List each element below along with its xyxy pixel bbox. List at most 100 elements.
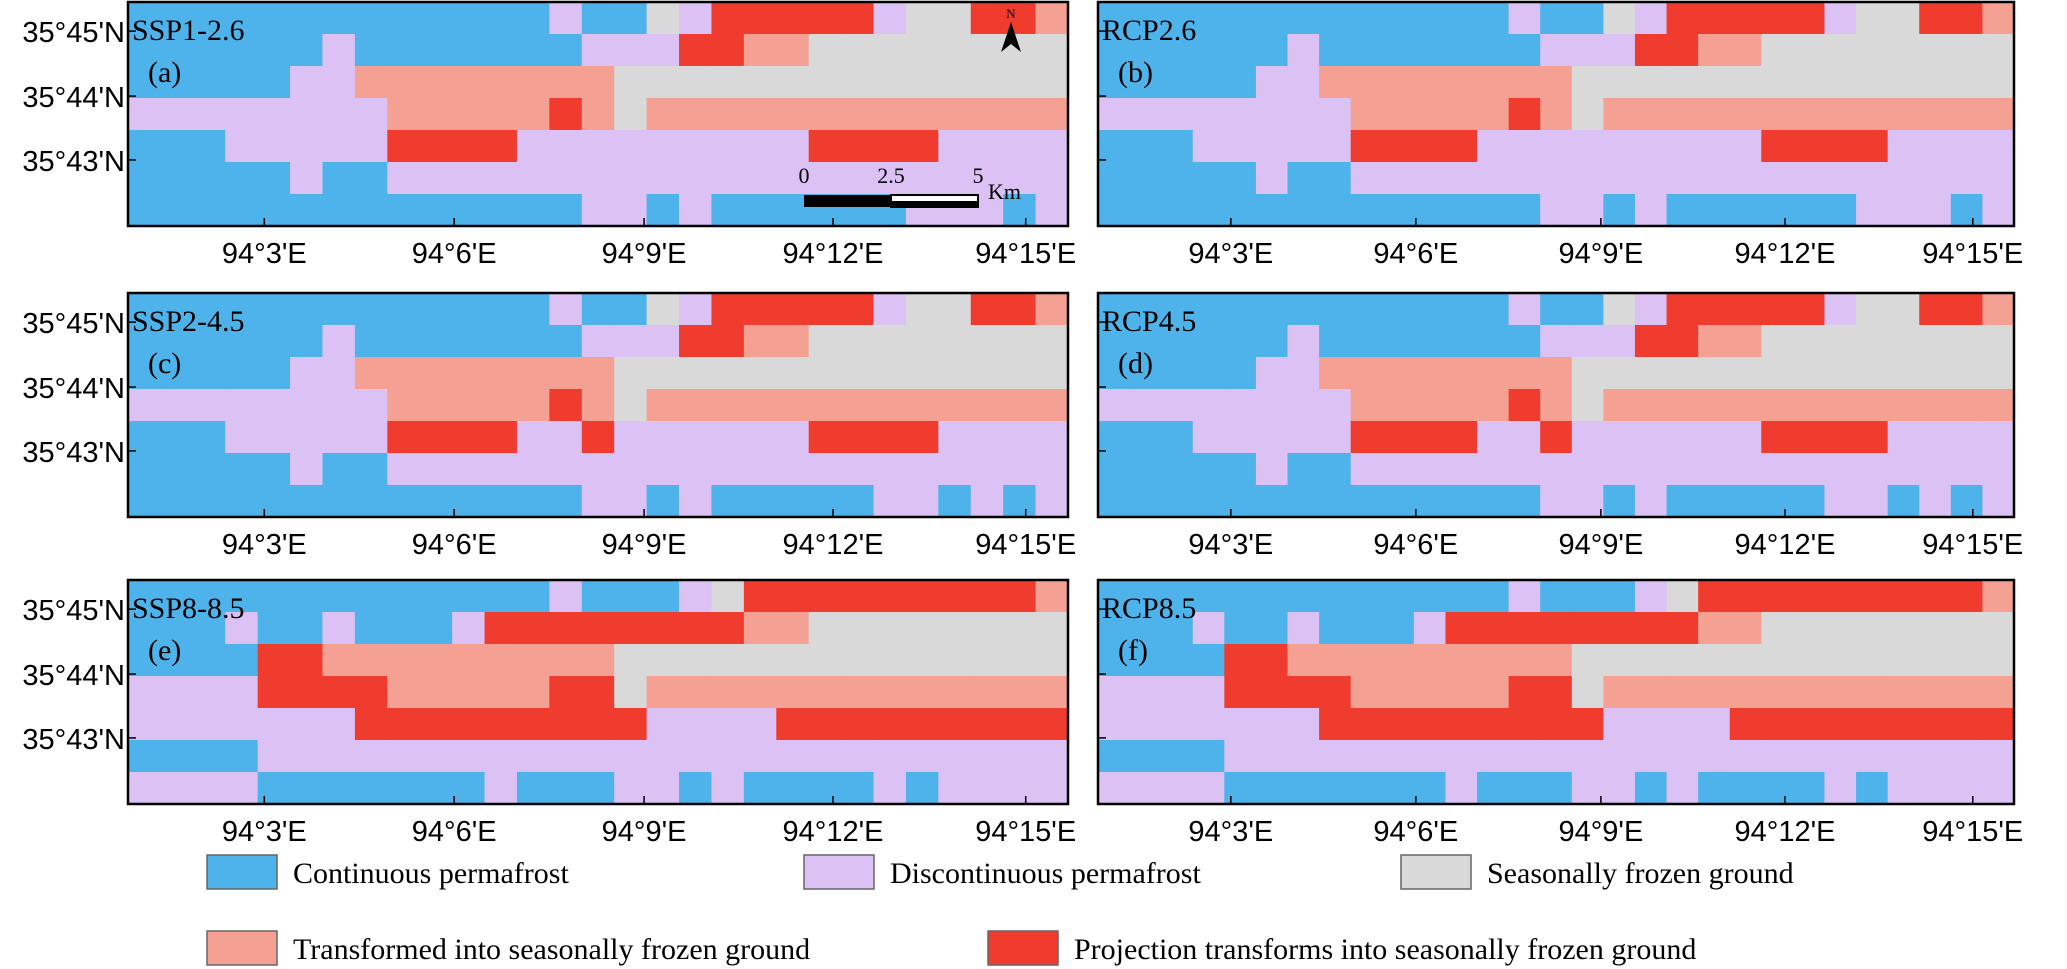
map-cell xyxy=(1035,421,1069,454)
map-cell xyxy=(905,708,939,741)
map-cell xyxy=(452,389,486,422)
map-cell xyxy=(1634,708,1668,741)
map-cell xyxy=(160,325,194,358)
map-cell xyxy=(1792,98,1826,131)
map-cell xyxy=(1319,580,1352,613)
map-cell xyxy=(1824,98,1857,131)
map-cell xyxy=(452,98,486,131)
map-cell xyxy=(1540,676,1573,709)
map-cell xyxy=(1982,485,2015,518)
lon-tick-label: 94°6'E xyxy=(1373,816,1458,848)
lon-tick-label: 94°6'E xyxy=(412,529,497,561)
map-cell xyxy=(1445,612,1478,645)
map-cell xyxy=(192,485,226,518)
map-cell xyxy=(938,34,972,67)
map-cell xyxy=(225,708,259,741)
map-cell xyxy=(322,325,356,358)
map-cell xyxy=(192,130,226,163)
map-cell xyxy=(679,485,713,518)
map-cell xyxy=(128,130,162,163)
map-cell xyxy=(192,740,226,773)
map-cell xyxy=(1666,421,1699,454)
lat-tick-label: 35°43'N xyxy=(22,437,125,469)
map-cell xyxy=(1161,421,1194,454)
lon-tick-label: 94°12'E xyxy=(1735,529,1836,561)
map-cell xyxy=(257,194,291,227)
map-cell xyxy=(841,66,875,99)
map-cell xyxy=(1792,357,1826,390)
map-cell xyxy=(1287,485,1320,518)
lon-tick-label: 94°6'E xyxy=(1373,529,1458,561)
map-cell xyxy=(970,325,1004,358)
map-cell xyxy=(322,644,356,677)
map-cell xyxy=(1350,357,1383,390)
map-cell xyxy=(1350,740,1383,773)
map-cell xyxy=(516,2,550,35)
map-cell xyxy=(1098,708,1131,741)
map-cell xyxy=(1919,421,1952,454)
map-cell xyxy=(290,66,324,99)
map-cell xyxy=(1982,98,2015,131)
lon-tick-label: 94°12'E xyxy=(783,238,884,270)
map-cell xyxy=(1508,293,1541,326)
map-cell xyxy=(581,34,615,67)
map-cell xyxy=(354,485,388,518)
map-cell xyxy=(387,194,421,227)
map-cell xyxy=(646,708,680,741)
panel-letter: (b) xyxy=(1118,56,1153,89)
map-cell xyxy=(1413,98,1447,131)
map-cell xyxy=(257,98,291,131)
map-cell xyxy=(1445,580,1478,613)
map-cell xyxy=(419,162,453,195)
map-cell xyxy=(257,453,291,486)
map-cell xyxy=(192,162,226,195)
map-cell xyxy=(1698,453,1731,486)
map-cell xyxy=(1887,772,1920,805)
map-cell xyxy=(938,357,972,390)
map-cell xyxy=(841,485,875,518)
map-cell xyxy=(1603,66,1636,99)
map-cell xyxy=(970,389,1004,422)
map-cell xyxy=(1192,357,1225,390)
map-cell xyxy=(1382,740,1415,773)
map-cell xyxy=(646,676,680,709)
map-cell xyxy=(160,2,194,35)
map-cell xyxy=(452,293,486,326)
map-cell xyxy=(1192,98,1225,131)
map-cell xyxy=(970,612,1004,645)
map-cell xyxy=(1255,772,1289,805)
map-cell xyxy=(1445,194,1478,227)
map-cell xyxy=(1445,130,1478,163)
map-cell xyxy=(646,485,680,518)
map-cell xyxy=(225,98,259,131)
map-cell xyxy=(192,421,226,454)
map-cell xyxy=(452,421,486,454)
map-cell xyxy=(225,357,259,390)
map-cell xyxy=(1919,740,1952,773)
map-cell xyxy=(225,421,259,454)
map-cell xyxy=(1571,162,1604,195)
map-cell xyxy=(1035,612,1069,645)
map-cell xyxy=(808,676,842,709)
map-cell xyxy=(1098,772,1131,805)
map-cell xyxy=(516,740,550,773)
scale-bar-black xyxy=(804,195,891,207)
map-cell xyxy=(354,293,388,326)
map-cell xyxy=(1382,194,1415,227)
map-cell xyxy=(549,325,583,358)
map-panel: RCP8.5 (f) 94°3'E 94°6'E 94°9'E 94°12'E 94°15'… xyxy=(1096,578,2023,848)
map-cell xyxy=(873,34,907,67)
map-cell xyxy=(1319,2,1352,35)
map-cell xyxy=(192,2,226,35)
map-cell xyxy=(743,421,777,454)
map-cell xyxy=(776,772,810,805)
map-cell xyxy=(743,485,777,518)
map-cell xyxy=(1098,612,1131,645)
map-cell xyxy=(160,485,194,518)
map-cell xyxy=(1255,2,1289,35)
map-cell xyxy=(743,98,777,131)
map-cell xyxy=(1224,98,1257,131)
map-cell xyxy=(290,2,324,35)
map-cell xyxy=(516,612,550,645)
map-cell xyxy=(1350,34,1383,67)
